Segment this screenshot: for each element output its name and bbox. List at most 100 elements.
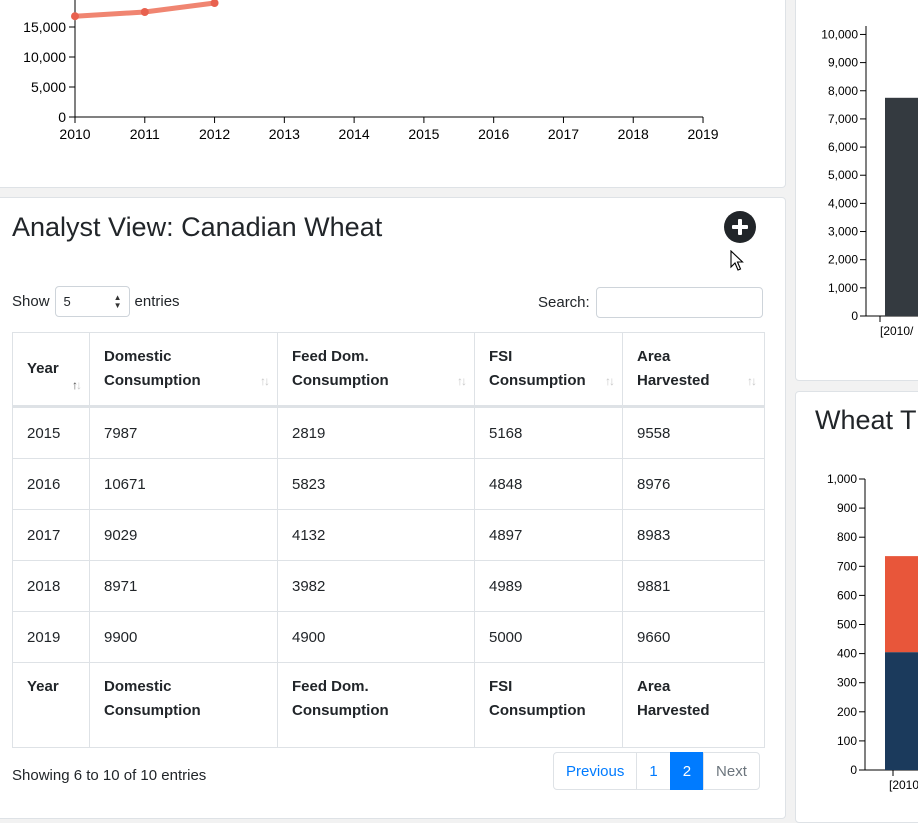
x-tick-label: 2016 — [478, 126, 509, 142]
mouse-cursor-icon — [730, 250, 744, 271]
column-header[interactable]: Feed Dom. Consumption ↑↓ — [277, 332, 475, 407]
table-cell: 9558 — [622, 406, 765, 459]
sort-arrows-icon: ↑↓ — [457, 374, 467, 388]
table-cell: 10671 — [89, 458, 278, 510]
y-tick-label: 5,000 — [31, 79, 66, 95]
stacked-bar-chart: 0 100 200 300 400 500 600 700 800 900 1,000 [2010 — [827, 472, 918, 792]
column-footer: Feed Dom. Consumption — [277, 662, 475, 748]
column-header[interactable]: FSI Consumption ↑↓ — [474, 332, 623, 407]
y-tick-label: 500 — [837, 618, 857, 632]
line-chart-card — [0, 0, 786, 188]
table-cell: 4132 — [277, 509, 475, 561]
column-footer-label: Area — [637, 678, 671, 695]
page-1-button[interactable]: 1 — [636, 752, 671, 790]
x-tick-label: [2010/ — [880, 324, 914, 338]
y-tick-label: 700 — [837, 559, 857, 573]
table-cell: 5823 — [277, 458, 475, 510]
search-control: Search: — [538, 287, 763, 318]
entries-select-value: 5 — [63, 294, 71, 309]
data-point — [210, 0, 219, 7]
data-point — [140, 8, 149, 16]
table-row[interactable]: 2016 10671 5823 4848 8976 — [12, 458, 765, 510]
previous-button[interactable]: Previous — [553, 752, 638, 790]
y-tick-label: 300 — [837, 676, 857, 690]
column-footer-label: Feed Dom. — [292, 678, 369, 695]
table-cell: 8971 — [89, 560, 278, 612]
y-tick-label: 400 — [837, 647, 857, 661]
x-tick-label: 2015 — [408, 126, 439, 142]
stacked-bar-segment — [885, 652, 918, 770]
right-panel-title: Wheat T — [815, 405, 917, 435]
column-header-label: Consumption — [489, 372, 586, 389]
length-prefix: Show — [12, 293, 50, 310]
table-cell: 7987 — [89, 406, 278, 459]
column-footer-label: Domestic — [104, 678, 172, 695]
table-row[interactable]: 2018 8971 3982 4989 9881 — [12, 560, 765, 612]
y-tick-label: 900 — [837, 501, 857, 515]
column-footer-label: Harvested — [637, 702, 710, 719]
bar-chart: 0 1,000 2,000 3,000 4,000 5,000 6,000 7,000 8,00… — [821, 26, 918, 338]
column-header[interactable]: Area Harvested ↑↓ — [622, 332, 765, 407]
y-tick-label: 5,000 — [828, 168, 858, 182]
y-tick-label: 3,000 — [828, 225, 858, 239]
table-cell: 4848 — [474, 458, 623, 510]
sort-arrows-icon: ↑↓ — [605, 374, 615, 388]
table-cell: 5000 — [474, 611, 623, 663]
column-footer-label: Consumption — [489, 702, 586, 719]
table-cell: 2019 — [12, 611, 90, 663]
y-tick-label: 600 — [837, 588, 857, 602]
column-header-label: Consumption — [104, 372, 201, 389]
page-title: Analyst View: Canadian Wheat — [12, 212, 383, 242]
x-tick-label: 2017 — [548, 126, 579, 142]
column-header[interactable]: Domestic Consumption ↑↓ — [89, 332, 278, 407]
column-footer-label: Consumption — [292, 702, 389, 719]
table-row[interactable]: 2015 7987 2819 5168 9558 — [12, 406, 765, 459]
y-tick-label: 6,000 — [828, 140, 858, 154]
sort-arrows-icon: ↑↓ — [72, 378, 82, 392]
length-suffix: entries — [134, 293, 180, 310]
search-input[interactable] — [595, 287, 763, 318]
pagination: Previous 1 2 Next — [553, 752, 760, 790]
table-row[interactable]: 2019 9900 4900 5000 9660 — [12, 611, 765, 663]
bar — [885, 97, 918, 317]
select-caret-icon: ▲ ▼ — [113, 293, 122, 310]
search-label: Search: — [538, 294, 590, 311]
x-tick-label: 2012 — [199, 126, 230, 142]
data-table: Year ↑↓ Domestic Consumption ↑↓ Feed Dom. Cons… — [12, 332, 765, 748]
stacked-bar-segment — [885, 556, 918, 653]
y-tick-label: 0 — [850, 763, 857, 777]
entries-length-control: Show 5 ▲ ▼ entries — [12, 286, 180, 317]
y-tick-label: 10,000 — [821, 27, 858, 41]
table-row[interactable]: 2017 9029 4132 4897 8983 — [12, 509, 765, 561]
y-tick-label: 800 — [837, 530, 857, 544]
y-tick-label: 0 — [58, 109, 66, 125]
y-axis: 0 100 200 300 400 500 600 700 800 900 1,000 — [827, 472, 866, 777]
column-header-label: Consumption — [292, 372, 389, 389]
table-cell: 2016 — [12, 458, 90, 510]
table-cell: 4897 — [474, 509, 623, 561]
column-footer-label: FSI — [489, 678, 513, 695]
table-cell: 4900 — [277, 611, 475, 663]
column-header[interactable]: Year ↑↓ — [12, 332, 90, 407]
column-header-label: Year — [27, 360, 59, 377]
column-footer: Area Harvested — [622, 662, 765, 748]
sort-arrows-icon: ↑↓ — [260, 374, 270, 388]
next-button[interactable]: Next — [703, 752, 760, 790]
y-tick-label: 200 — [837, 705, 857, 719]
column-footer: FSI Consumption — [474, 662, 623, 748]
column-header-label: Area — [637, 348, 671, 365]
column-footer-label: Year — [27, 678, 59, 695]
table-info: Showing 6 to 10 of 10 entries — [12, 767, 207, 784]
y-tick-label: 0 — [851, 309, 858, 323]
y-tick-label: 100 — [837, 734, 857, 748]
y-axis: 0 5,000 10,000 15,000 — [23, 0, 76, 125]
entries-select[interactable]: 5 ▲ ▼ — [54, 286, 130, 317]
page-2-button[interactable]: 2 — [669, 752, 705, 790]
table-cell: 8983 — [622, 509, 765, 561]
plus-circle-icon[interactable] — [724, 211, 756, 243]
x-tick-label: 2018 — [618, 126, 649, 142]
x-axis: 2010 2011 2012 2013 2014 2015 2016 2017 2018 2019 — [59, 116, 719, 142]
table-cell: 8976 — [622, 458, 765, 510]
column-footer-label: Consumption — [104, 702, 201, 719]
